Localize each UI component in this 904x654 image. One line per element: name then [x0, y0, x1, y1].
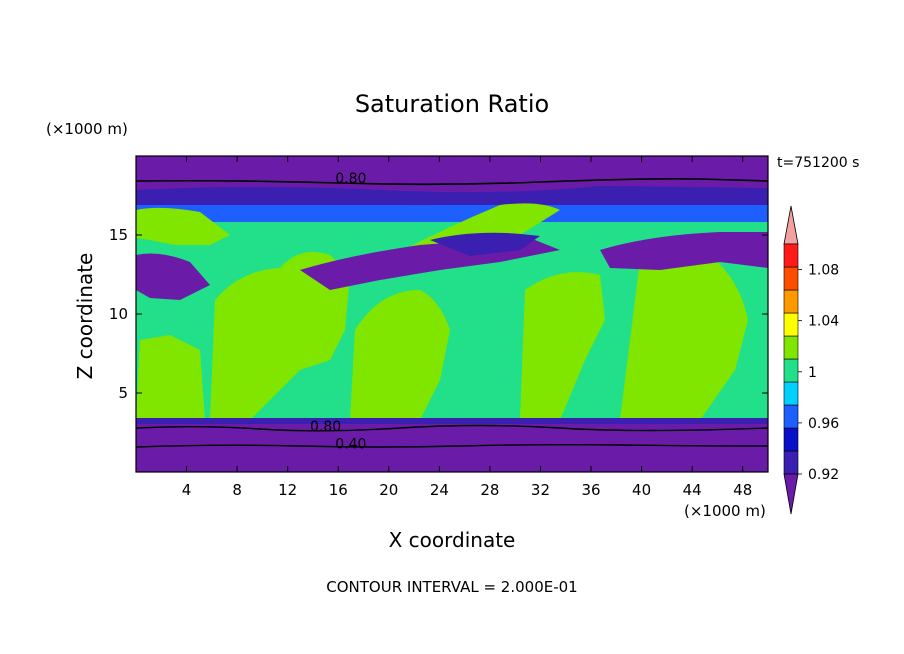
- contour-line-upper-080: [135, 178, 769, 186]
- contour-line-lower-040: [135, 443, 769, 448]
- colorbar-band: [783, 427, 799, 452]
- contour-label: 0.80: [310, 419, 341, 435]
- x-tick-label: 8: [232, 481, 242, 499]
- colorbar-band: [783, 266, 799, 291]
- x-axis-label: X coordinate: [389, 528, 516, 552]
- x-unit-label: (×1000 m): [684, 502, 766, 520]
- contour-label: 0.40: [335, 437, 366, 453]
- y-tick-label: 5: [118, 384, 128, 402]
- colorbar-band: [783, 335, 799, 360]
- y-unit-label: (×1000 m): [46, 120, 128, 138]
- colorbar-tick-label: 0.96: [808, 416, 839, 432]
- saturation-field: [136, 156, 768, 472]
- x-tick-label: 24: [430, 481, 449, 499]
- y-tick-label: 10: [109, 305, 128, 323]
- time-label: t=751200 s: [777, 155, 859, 171]
- field-purple-pocket-d: [430, 232, 540, 256]
- x-tick-label: 48: [733, 481, 752, 499]
- y-axis-label: Z coordinate: [73, 253, 97, 380]
- field-green-plume-c: [520, 272, 605, 420]
- colorbar-tick-label: 1.04: [808, 314, 839, 330]
- colorbar-band: [783, 289, 799, 314]
- contour-label: 0.80: [335, 171, 366, 187]
- x-tick-label: 12: [278, 481, 297, 499]
- colorbar-top-triangle: [783, 205, 799, 245]
- field-purple-pocket-a: [136, 253, 210, 300]
- x-tick-label: 36: [581, 481, 600, 499]
- field-green-plume-b: [350, 290, 450, 420]
- contour-line-lower-080: [135, 424, 769, 432]
- colorbar-tick-label: 0.92: [808, 467, 839, 483]
- colorbar-band: [783, 312, 799, 337]
- x-tick-label: 4: [182, 481, 192, 499]
- colorbar-bottom-triangle: [783, 473, 799, 515]
- x-tick-label: 16: [329, 481, 348, 499]
- field-green-plume-d: [620, 248, 748, 420]
- colorbar-tick-label: 1.08: [808, 263, 839, 279]
- field-green-plume-a: [210, 251, 350, 420]
- colorbar-band: [783, 243, 799, 268]
- field-upper-navy-band: [136, 186, 768, 205]
- colorbar-band: [783, 404, 799, 429]
- field-green-left: [136, 207, 230, 245]
- colorbar-band: [783, 381, 799, 406]
- colorbar-tick-label: 1: [808, 365, 817, 381]
- field-purple-pocket-c: [600, 232, 768, 270]
- chart-title: Saturation Ratio: [355, 90, 549, 118]
- x-tick-label: 28: [480, 481, 499, 499]
- x-tick-label: 32: [531, 481, 550, 499]
- contour-interval-footer: CONTOUR INTERVAL = 2.000E-01: [326, 578, 577, 596]
- x-tick-label: 20: [379, 481, 398, 499]
- field-green-lower-left: [136, 335, 205, 420]
- colorbar-band: [783, 358, 799, 383]
- x-tick-label: 44: [683, 481, 702, 499]
- colorbar-band: [783, 450, 799, 475]
- field-lower-edge: [136, 418, 768, 424]
- y-tick-label: 15: [109, 226, 128, 244]
- x-tick-label: 40: [632, 481, 651, 499]
